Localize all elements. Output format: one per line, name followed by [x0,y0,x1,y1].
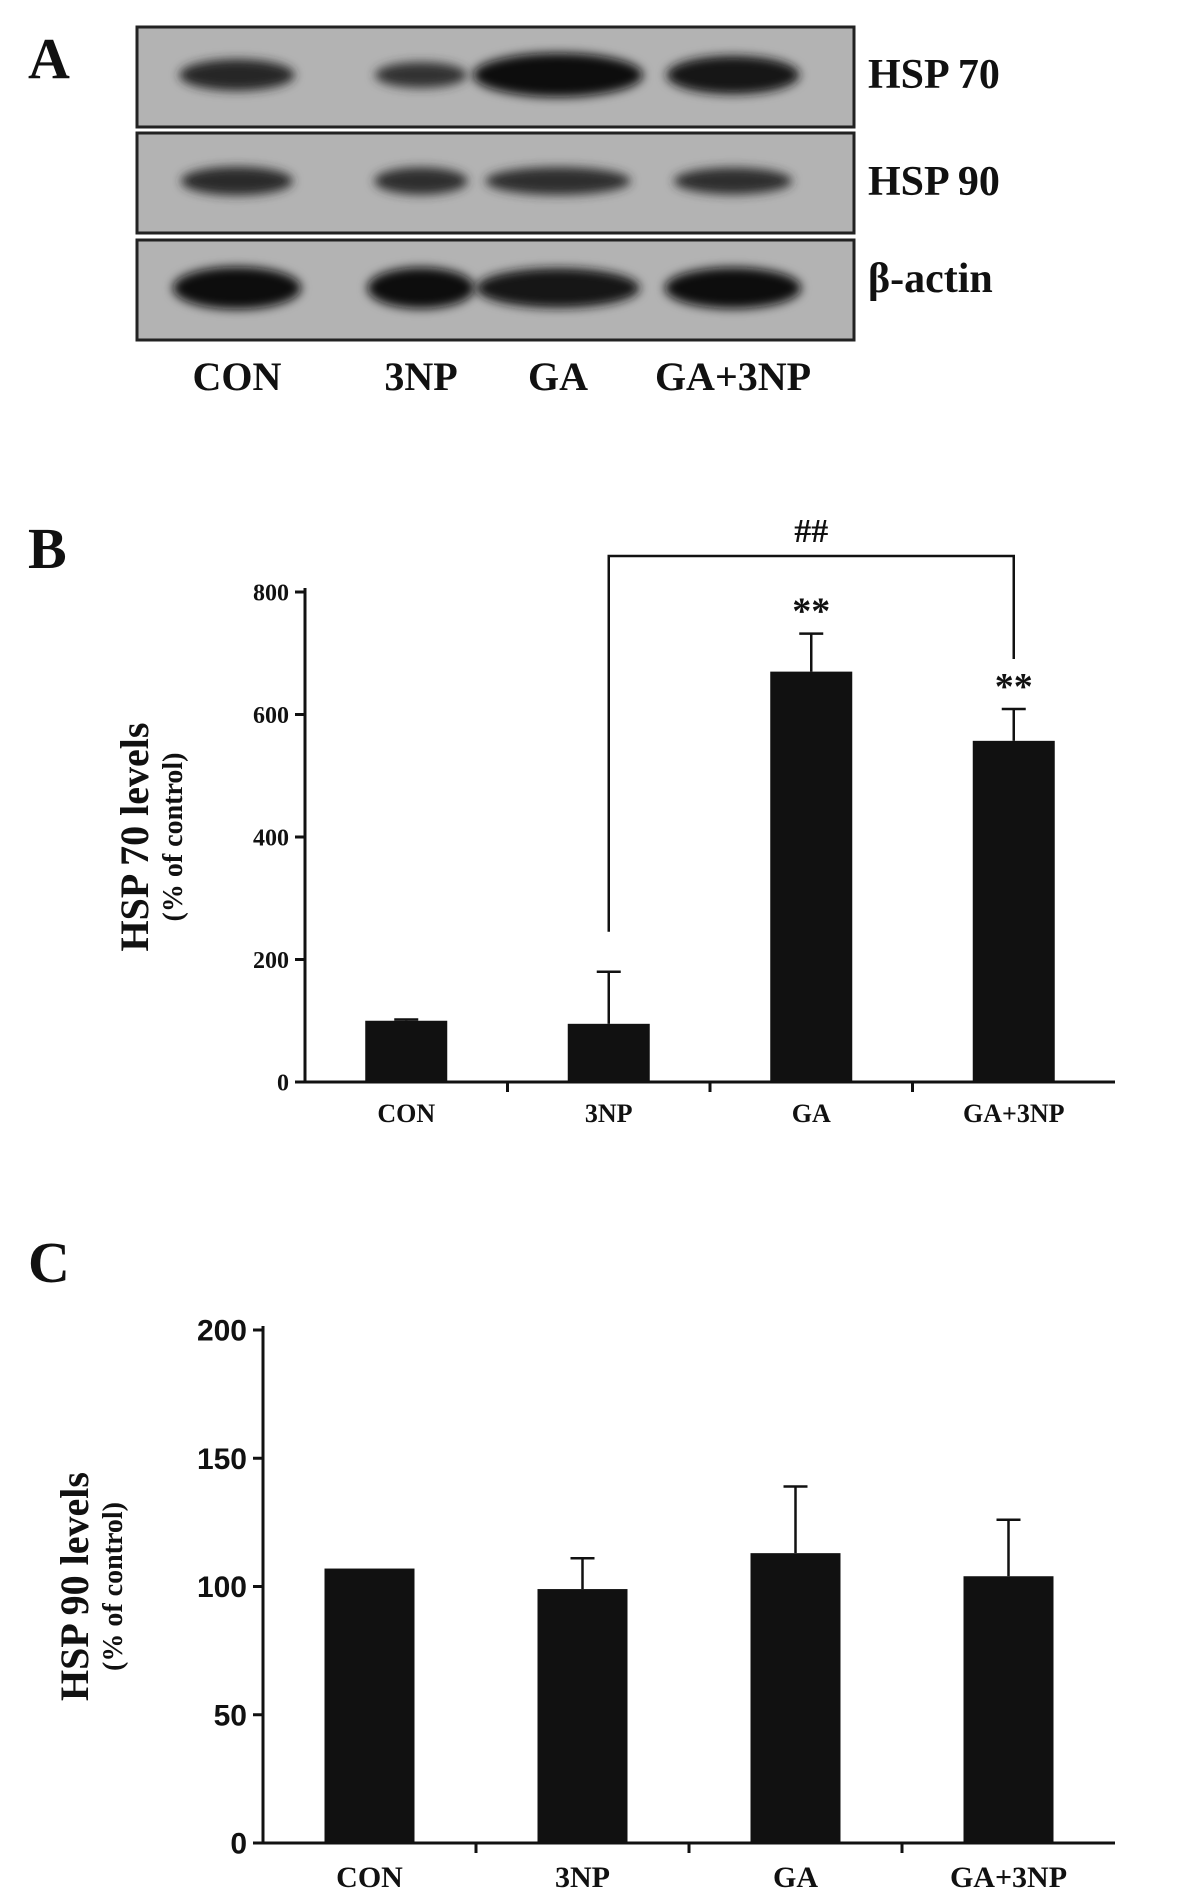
x-tick-label: GA+3NP [963,1099,1065,1128]
blot-band [374,167,468,195]
blot-lane-label: GA [528,354,588,399]
blot-strip: HSP 90 [135,131,1000,235]
significance-mark: ** [995,666,1033,708]
y-tick-label: 0 [230,1828,247,1861]
blot-lane-label: CON [193,354,282,399]
y-axis-label: HSP 70 levels [112,723,157,952]
bar [567,1023,650,1082]
y-tick-label: 800 [253,580,289,606]
chart-hsp90: 0 50 100 150 200 CON 3NP GA GA+3NP HSP 90 levels(… [52,1315,1115,1894]
y-tick-label: 150 [197,1443,247,1476]
y-tick-label: 100 [197,1571,247,1604]
blot-band [367,267,475,309]
y-tick-label: 0 [277,1070,289,1096]
y-tick-label: 200 [253,948,289,974]
bar [770,671,853,1082]
blot-band [473,53,643,97]
y-axis-label: HSP 90 levels [52,1472,97,1701]
x-tick-label: CON [377,1099,435,1128]
x-tick-label: 3NP [555,1861,610,1894]
y-tick-label: 50 [214,1699,247,1732]
blot-band [180,166,294,196]
x-tick-label: GA [792,1099,831,1128]
bar [750,1553,841,1843]
y-axis-sublabel: (% of control) [98,1502,129,1671]
panel-label-a: A [28,26,70,91]
chart-hsp70: 0 200 400 600 800 CON 3NP GA GA+3NP ** ** ## HSP 70 … [112,513,1115,1128]
bracket-label: ## [794,513,828,550]
blot-strip: HSP 70 [135,25,1000,129]
blot-strip: β-actin [135,238,993,342]
x-tick-label: CON [336,1861,403,1894]
y-tick-label: 600 [253,703,289,729]
bar [972,740,1055,1082]
blot-band [374,62,468,88]
panel-label-c: C [28,1230,70,1295]
bar [365,1020,448,1082]
significance-mark: ** [792,591,830,633]
blot-band [476,268,640,308]
panel-label-b: B [28,516,67,581]
blot-strip-label: HSP 70 [868,52,1000,98]
blot-band [485,167,631,195]
x-tick-label: GA [773,1861,818,1894]
y-axis-sublabel: (% of control) [158,753,189,922]
blot-band [673,167,793,195]
blot-band [666,55,800,95]
y-tick-label: 400 [253,825,289,851]
blot-band [664,267,802,309]
x-tick-label: 3NP [585,1099,633,1128]
blot-strip-label: HSP 90 [868,159,1000,205]
western-blot: HSP 70 HSP 90 β-actin CON 3NP GA GA+3NP [135,25,1000,399]
blot-lane-label: GA+3NP [655,354,811,399]
bar [963,1576,1054,1843]
bar [537,1589,628,1843]
x-tick-label: GA+3NP [950,1861,1067,1894]
blot-strip-label: β-actin [868,256,993,302]
bar [324,1568,415,1843]
blot-band [172,266,302,310]
blot-band [179,59,295,91]
y-tick-label: 200 [197,1315,247,1348]
comparison-bracket [607,554,1015,932]
blot-lane-label: 3NP [384,354,457,399]
